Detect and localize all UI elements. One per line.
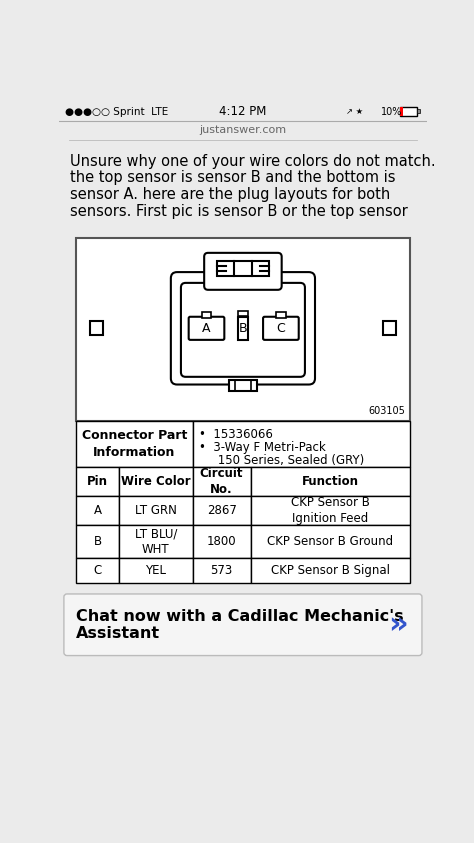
Bar bbox=[251, 558, 410, 583]
Text: •  3-Way F Metri-Pack: • 3-Way F Metri-Pack bbox=[199, 441, 326, 454]
Text: ●●●○○ Sprint  LTE: ●●●○○ Sprint LTE bbox=[65, 107, 169, 117]
Bar bbox=[251, 525, 410, 558]
FancyBboxPatch shape bbox=[181, 283, 305, 377]
Text: 603105: 603105 bbox=[368, 406, 405, 416]
Text: 10%: 10% bbox=[381, 107, 402, 117]
Text: A: A bbox=[202, 322, 211, 335]
Text: CKP Sensor B Signal: CKP Sensor B Signal bbox=[271, 564, 390, 577]
Text: Unsure why one of your wire colors do not match.: Unsure why one of your wire colors do no… bbox=[70, 153, 436, 169]
Text: B: B bbox=[93, 535, 102, 548]
Bar bbox=[383, 321, 396, 336]
Text: sensors. First pic is sensor B or the top sensor: sensors. First pic is sensor B or the to… bbox=[70, 204, 408, 219]
FancyBboxPatch shape bbox=[64, 594, 422, 656]
Text: C: C bbox=[276, 322, 285, 335]
Text: LT BLU/
WHT: LT BLU/ WHT bbox=[135, 527, 177, 556]
Text: Chat now with a Cadillac Mechanic's: Chat now with a Cadillac Mechanic's bbox=[76, 609, 404, 624]
FancyBboxPatch shape bbox=[204, 253, 282, 290]
FancyBboxPatch shape bbox=[217, 260, 269, 276]
Bar bbox=[238, 317, 247, 340]
Bar bbox=[119, 525, 192, 558]
Text: CKP Sensor B Ground: CKP Sensor B Ground bbox=[267, 535, 393, 548]
Text: 2867: 2867 bbox=[207, 504, 237, 518]
Bar bbox=[417, 109, 419, 114]
Text: B: B bbox=[238, 322, 247, 335]
Bar bbox=[276, 312, 285, 318]
FancyBboxPatch shape bbox=[263, 317, 299, 340]
Text: justanswer.com: justanswer.com bbox=[200, 126, 286, 136]
Bar bbox=[251, 497, 410, 525]
Bar bbox=[229, 380, 257, 390]
Bar bbox=[192, 467, 251, 497]
Text: Wire Color: Wire Color bbox=[121, 475, 191, 488]
Text: CKP Sensor B
Ignition Feed: CKP Sensor B Ignition Feed bbox=[291, 497, 370, 525]
Bar bbox=[76, 525, 119, 558]
Bar bbox=[119, 467, 192, 497]
Bar bbox=[76, 421, 192, 467]
Text: ↗ ★: ↗ ★ bbox=[346, 107, 363, 116]
Bar bbox=[238, 310, 247, 316]
Bar bbox=[192, 497, 251, 525]
Text: 150 Series, Sealed (GRY): 150 Series, Sealed (GRY) bbox=[199, 454, 364, 467]
Bar bbox=[251, 467, 410, 497]
FancyBboxPatch shape bbox=[171, 272, 315, 384]
Text: Assistant: Assistant bbox=[76, 626, 160, 642]
Bar bbox=[76, 558, 119, 583]
Bar bbox=[400, 106, 417, 115]
FancyBboxPatch shape bbox=[189, 317, 224, 340]
Bar bbox=[400, 106, 402, 115]
Text: Connector Part
Information: Connector Part Information bbox=[82, 429, 187, 459]
Text: •  15336066: • 15336066 bbox=[199, 427, 273, 441]
Bar bbox=[119, 497, 192, 525]
Text: C: C bbox=[93, 564, 102, 577]
Bar bbox=[119, 558, 192, 583]
Bar bbox=[192, 558, 251, 583]
Text: 1800: 1800 bbox=[207, 535, 237, 548]
Text: 4:12 PM: 4:12 PM bbox=[219, 105, 266, 118]
Text: sensor A. here are the plug layouts for both: sensor A. here are the plug layouts for … bbox=[70, 187, 391, 202]
Text: A: A bbox=[93, 504, 101, 518]
Text: LT GRN: LT GRN bbox=[135, 504, 177, 518]
Bar bbox=[192, 525, 251, 558]
Text: Circuit
No.: Circuit No. bbox=[200, 467, 243, 496]
Text: Pin: Pin bbox=[87, 475, 108, 488]
Bar bbox=[76, 467, 119, 497]
Bar bbox=[76, 497, 119, 525]
Bar bbox=[76, 239, 410, 421]
Bar bbox=[192, 421, 410, 467]
Bar bbox=[202, 312, 211, 318]
Text: Function: Function bbox=[301, 475, 359, 488]
Text: 573: 573 bbox=[210, 564, 233, 577]
Text: »: » bbox=[388, 610, 408, 639]
Text: the top sensor is sensor B and the bottom is: the top sensor is sensor B and the botto… bbox=[70, 170, 396, 185]
Text: YEL: YEL bbox=[145, 564, 166, 577]
Bar bbox=[90, 321, 103, 336]
